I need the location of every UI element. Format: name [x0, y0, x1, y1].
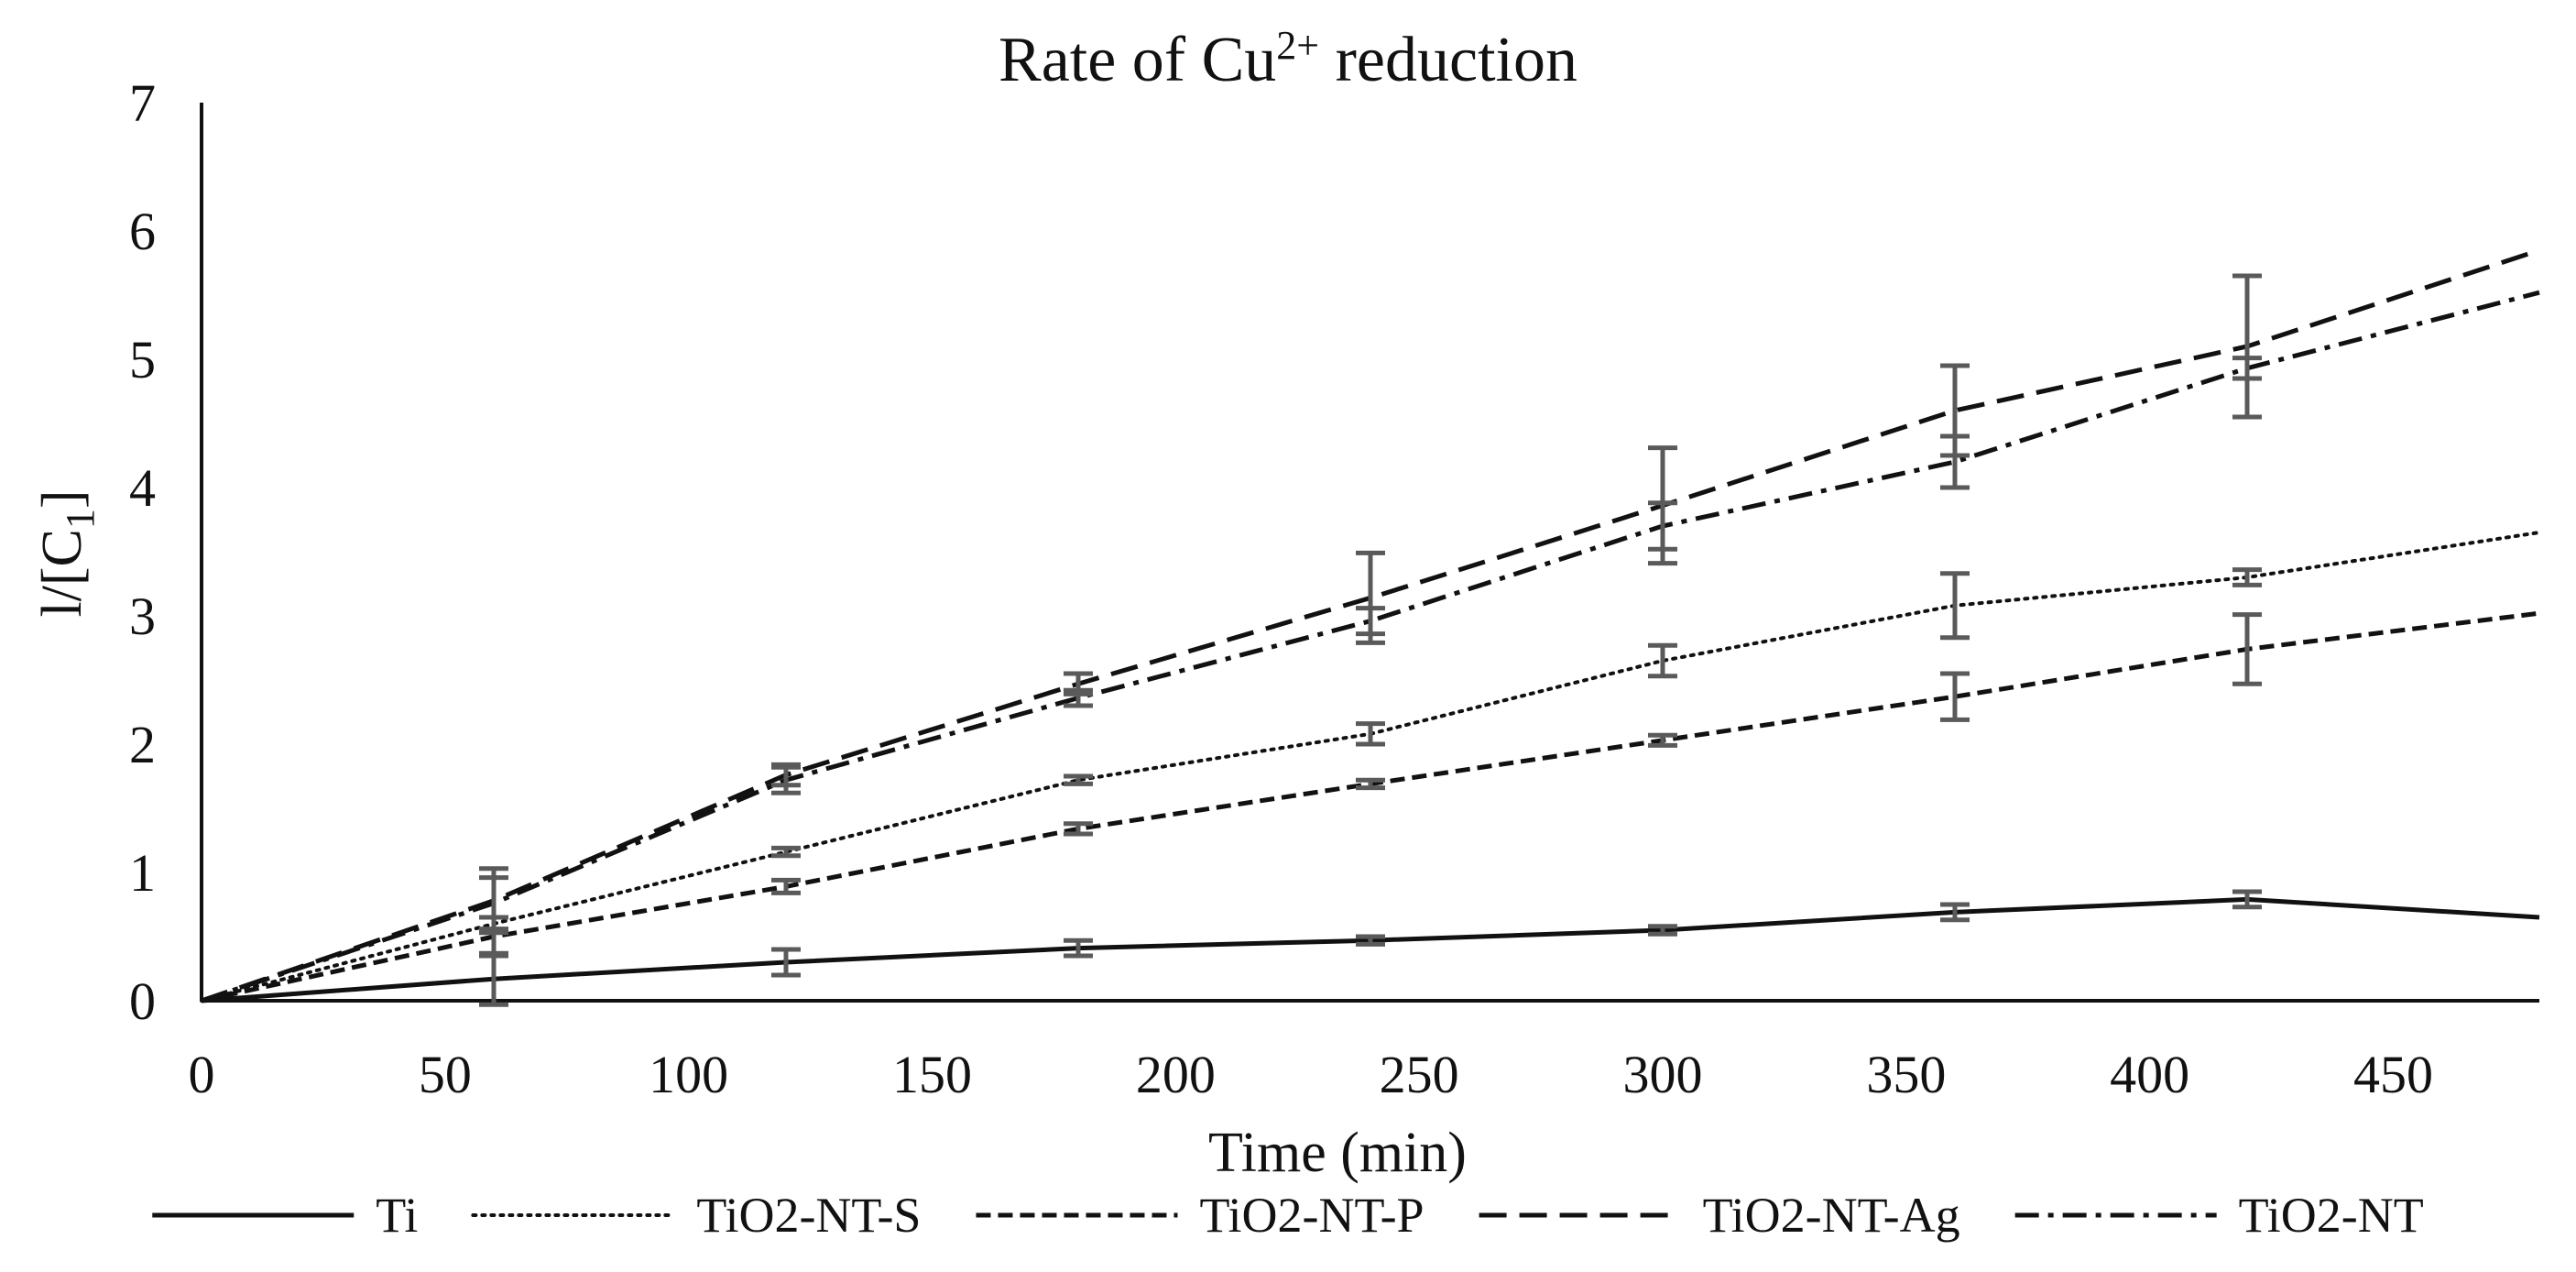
series-line-tio2-nt	[201, 290, 2540, 1003]
chart-title-superscript: 2+	[1276, 23, 1319, 68]
y-tick-label: 2	[129, 715, 156, 774]
y-tick-label: 6	[129, 202, 156, 261]
legend-label-ti: Ti	[376, 1188, 418, 1243]
x-tick-label: 0	[189, 1045, 215, 1104]
x-tick-label: 250	[1380, 1045, 1459, 1104]
y-axis-title: l/[C1]	[31, 489, 103, 617]
legend-label-tio2-nt-ag: TiO2-NT-Ag	[1703, 1188, 1960, 1243]
x-tick-label: 350	[1866, 1045, 1946, 1104]
legend-label-tio2-nt-p: TiO2-NT-P	[1199, 1188, 1424, 1243]
legend-label-tio2-nt-s: TiO2-NT-S	[696, 1188, 921, 1243]
x-tick-label: 300	[1623, 1045, 1703, 1104]
y-tick-label: 1	[129, 843, 156, 903]
series-line-ti	[201, 896, 2540, 1003]
y-tick-label: 4	[129, 458, 156, 518]
series-line-tio2-nt-ag	[201, 247, 2540, 1003]
x-tick-label: 400	[2110, 1045, 2189, 1104]
chart-title: Rate of Cu2+ reduction	[999, 23, 1577, 95]
y-tick-label: 0	[129, 971, 156, 1031]
y-tick-label: 7	[129, 73, 156, 133]
legend: Ti TiO2-NT-S TiO2-NT-P TiO2-NT-Ag TiO2-NT	[152, 1188, 2424, 1243]
y-axis-title-main: l/[C	[31, 529, 93, 617]
y-axis-title-subscript: 1	[58, 509, 103, 529]
plot-area: 0 1 2 3 4 5 6 7 0 50 100 150 200 250 300 350 400 450	[129, 73, 2541, 1104]
x-tick-label: 200	[1136, 1045, 1216, 1104]
y-tick-label: 3	[129, 587, 156, 646]
x-axis-title: Time (min)	[1208, 1122, 1467, 1184]
chart-title-suffix: reduction	[1319, 25, 1577, 95]
chart-title-main: Rate of Cu	[999, 25, 1276, 95]
y-tick-label: 5	[129, 330, 156, 389]
x-tick-label: 100	[649, 1045, 728, 1104]
x-tick-label: 50	[419, 1045, 472, 1104]
x-tick-label: 450	[2353, 1045, 2433, 1104]
y-axis-title-suffix: ]	[31, 489, 93, 509]
legend-label-tio2-nt: TiO2-NT	[2239, 1188, 2424, 1243]
x-tick-label: 150	[892, 1045, 972, 1104]
